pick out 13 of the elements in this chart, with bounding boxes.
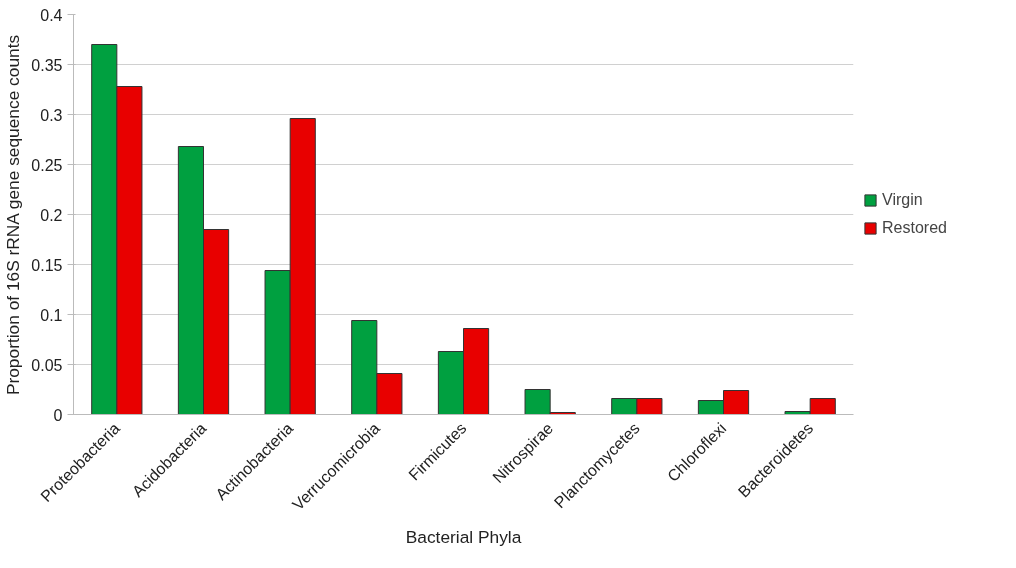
y-tick-label: 0.4: [40, 6, 63, 24]
y-tick-label: 0.05: [31, 356, 63, 374]
y-tick-label: 0.1: [40, 306, 63, 324]
y-tick-label: 0.15: [31, 256, 63, 274]
legend-label: Restored: [882, 219, 947, 237]
y-tick-label: 0.3: [40, 106, 63, 124]
y-tick-label: 0.2: [40, 206, 63, 224]
y-tick-label: 0: [53, 406, 63, 424]
legend-label: Virgin: [882, 191, 923, 209]
y-axis-title: Proportion of 16S rRNA gene sequence counts: [3, 34, 24, 396]
x-axis-title: Bacterial Phyla: [405, 527, 522, 548]
y-tick-label: 0.35: [31, 56, 63, 74]
y-tick-label: 0.25: [31, 156, 63, 174]
